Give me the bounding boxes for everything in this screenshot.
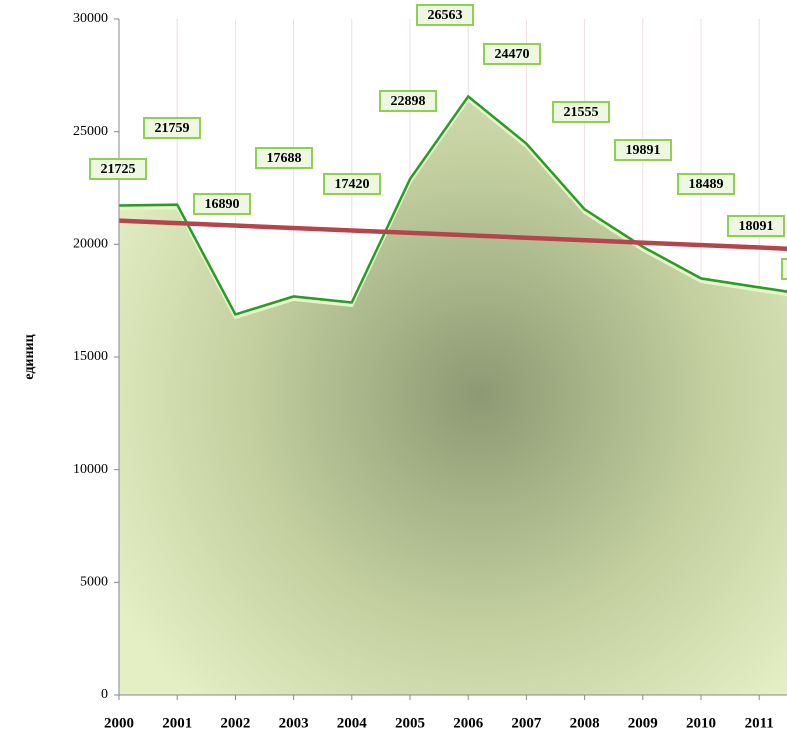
y-tick-label: 5000 xyxy=(80,575,108,590)
y-tick-label: 10000 xyxy=(73,462,108,477)
data-label: 17700 xyxy=(781,258,787,280)
data-label-text: 16890 xyxy=(205,197,240,212)
data-label: 21759 xyxy=(143,117,201,139)
data-label: 17688 xyxy=(255,147,313,169)
data-label: 19891 xyxy=(614,139,672,161)
area xyxy=(119,96,787,695)
area-line-highlight xyxy=(118,97,787,320)
data-label-box xyxy=(727,215,785,237)
y-tick-label: 0 xyxy=(101,687,108,702)
trend-line xyxy=(118,218,787,251)
data-label-box xyxy=(193,193,251,215)
x-tick-label: 2007 xyxy=(511,715,542,731)
y-tick-label: 30000 xyxy=(73,11,108,26)
data-label: 16890 xyxy=(193,193,251,215)
data-label-box xyxy=(416,4,474,26)
data-label-text: 26563 xyxy=(428,8,463,23)
data-label-text: 19891 xyxy=(626,143,661,158)
data-label-text: 18489 xyxy=(689,177,724,192)
y-axis-label: единиц xyxy=(22,334,37,379)
data-label-box xyxy=(483,43,541,65)
data-label-text: 24470 xyxy=(495,47,530,62)
data-label-text: 22898 xyxy=(391,94,426,109)
data-label-box xyxy=(89,158,147,180)
data-label-text: 21725 xyxy=(101,162,136,177)
data-label-text: 17688 xyxy=(267,151,302,166)
data-label-box xyxy=(677,173,735,195)
data-label-text: 17420 xyxy=(335,177,370,192)
data-label: 21725 xyxy=(89,158,147,180)
data-label-text: 21759 xyxy=(155,121,190,136)
data-label: 18489 xyxy=(677,173,735,195)
x-tick-label: 2003 xyxy=(279,715,309,731)
x-tick-label: 2010 xyxy=(686,715,716,731)
x-tick-label: 2008 xyxy=(570,715,600,731)
x-tick-label: 2009 xyxy=(628,715,658,731)
data-label-text: 21555 xyxy=(564,105,599,120)
x-tick-label: 2011 xyxy=(745,715,774,731)
x-tick-label: 2001 xyxy=(162,715,192,731)
data-label-text: 18091 xyxy=(739,219,774,234)
data-label-box xyxy=(781,258,787,280)
data-label-box xyxy=(143,117,201,139)
area-line xyxy=(118,94,787,316)
data-label: 22898 xyxy=(379,90,437,112)
y-tick-label: 20000 xyxy=(73,237,108,252)
data-label-box xyxy=(614,139,672,161)
data-label-box xyxy=(255,147,313,169)
data-label-box xyxy=(552,101,610,123)
x-tick-label: 2006 xyxy=(453,715,484,731)
data-label: 17420 xyxy=(323,173,381,195)
data-label-box xyxy=(323,173,381,195)
x-tick-label: 2002 xyxy=(220,715,250,731)
y-tick-label: 25000 xyxy=(73,124,108,139)
x-tick-label: 2004 xyxy=(337,715,368,731)
x-tick-label: 2005 xyxy=(395,715,425,731)
data-label: 18091 xyxy=(727,215,785,237)
x-tick-label: 2000 xyxy=(104,715,134,731)
data-label-box xyxy=(379,90,437,112)
data-label: 24470 xyxy=(483,43,541,65)
data-label: 26563 xyxy=(416,4,474,26)
data-label: 21555 xyxy=(552,101,610,123)
y-tick-label: 15000 xyxy=(73,349,108,364)
